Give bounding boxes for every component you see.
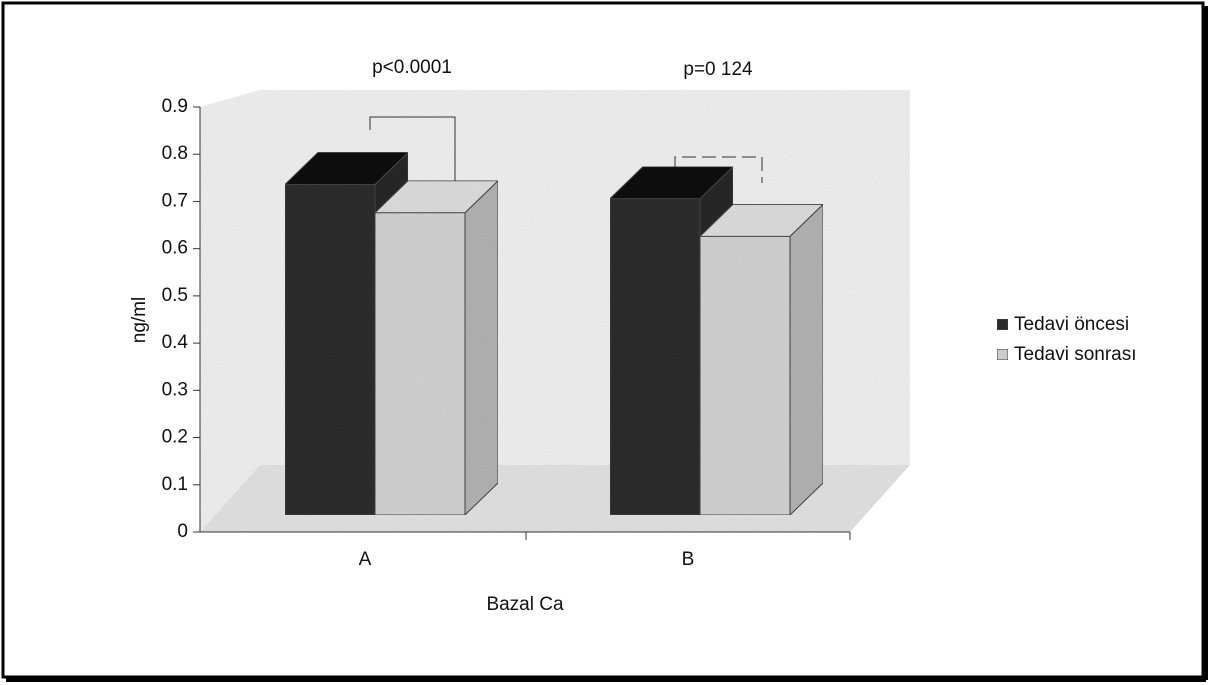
y-tick-label: 0.9 (162, 96, 188, 117)
bar (698, 203, 825, 517)
bar-side (789, 203, 824, 517)
y-axis-label: ng/ml (129, 297, 150, 343)
bar-front (284, 183, 376, 516)
y-tick-label: 0.7 (162, 190, 188, 211)
y-tick-label: 0.6 (162, 238, 188, 259)
y-tick-label: 0.8 (162, 143, 188, 164)
bar (373, 179, 500, 517)
legend-label: Tedavi öncesi (1014, 314, 1129, 335)
x-tick-label: B (682, 549, 695, 570)
bar-front (374, 212, 466, 516)
legend-label: Tedavi sonrası (1014, 344, 1137, 365)
annotation: p<0.0001 (372, 57, 452, 78)
annotation: p=0 124 (683, 59, 753, 80)
y-tick-label: 0.3 (162, 379, 188, 400)
y-tick-label: 0.4 (162, 332, 189, 353)
y-tick-label: 0.5 (162, 285, 188, 306)
legend-swatch (996, 318, 1009, 331)
bracket (674, 156, 763, 183)
bar-side (464, 179, 499, 517)
bar-front (609, 198, 701, 516)
bracket (369, 116, 456, 187)
y-tick-label: 0.2 (162, 427, 188, 448)
legend-swatch (996, 348, 1009, 361)
bar-front (699, 235, 791, 516)
x-tick-label: A (359, 549, 372, 570)
y-tick-label: 0.1 (162, 474, 188, 495)
y-tick-label: 0 (177, 521, 188, 542)
x-axis-label: Bazal Ca (486, 594, 564, 615)
